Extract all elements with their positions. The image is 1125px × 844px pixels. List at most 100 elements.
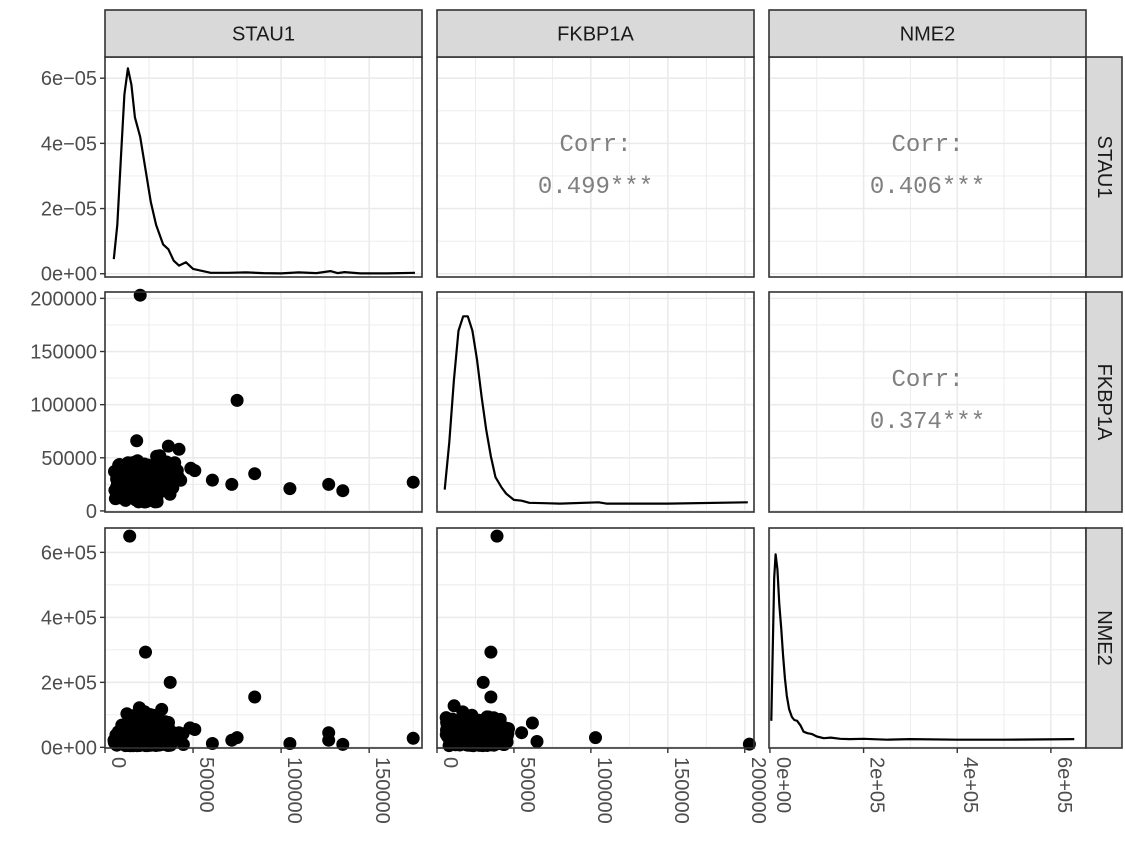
scatter-point xyxy=(484,690,498,704)
scatter-point xyxy=(479,714,493,728)
grid-lines xyxy=(769,292,1086,512)
density-curve-fkbp1a xyxy=(443,315,748,505)
corr-label: Corr: xyxy=(559,132,631,159)
x-tick-label: 100000 xyxy=(283,757,305,824)
y-tick-label: 6e+05 xyxy=(41,542,97,564)
x-axis-col-3: 0e+00 2e+05 4e+05 6e+05 xyxy=(769,748,1075,813)
y-tick-label: 2e+05 xyxy=(41,672,97,694)
grid-lines xyxy=(105,292,422,512)
x-tick-label: 200000 xyxy=(747,757,769,824)
strip-background xyxy=(768,9,1087,58)
scatter-point xyxy=(108,492,122,506)
scatter-point xyxy=(283,737,297,750)
scatter-point xyxy=(336,484,350,498)
panel-background xyxy=(769,57,1086,277)
panel-stau1-fkbp1a: Corr: 0.499*** xyxy=(436,56,755,278)
strip-background xyxy=(1085,527,1123,749)
grid-lines xyxy=(437,528,754,749)
strip-label: STAU1 xyxy=(1093,136,1115,199)
scatter-point xyxy=(153,721,167,735)
scatter-point xyxy=(484,645,498,659)
y-tick-label: 0e+00 xyxy=(41,737,97,759)
y-tick-label: 200000 xyxy=(30,288,97,310)
scatter-point xyxy=(131,454,144,468)
scatter-point xyxy=(444,727,458,741)
grid-lines xyxy=(437,292,754,512)
scatter-point xyxy=(176,738,190,751)
scatter-point xyxy=(447,699,461,713)
x-tick-label: 0e+00 xyxy=(772,757,794,813)
scatter-point xyxy=(188,464,202,478)
scatter-point xyxy=(406,475,420,489)
strip-top-stau1: STAU1 xyxy=(104,9,423,58)
strip-background xyxy=(1085,56,1123,278)
grid-lines xyxy=(437,57,754,277)
panel-nme2-fkbp1a xyxy=(436,527,756,753)
panel-background xyxy=(769,528,1086,748)
y-axis-row-1: 0e+00 2e−05 4e−05 6e−05 xyxy=(41,68,105,286)
panel-fkbp1a-fkbp1a xyxy=(436,291,755,513)
strip-background xyxy=(436,9,755,58)
x-tick-label: 0 xyxy=(439,757,461,768)
y-tick-label: 6e−05 xyxy=(41,68,97,90)
strip-label: NME2 xyxy=(900,24,956,46)
corr-value: 0.374*** xyxy=(870,409,985,436)
scatter-point xyxy=(133,288,147,302)
y-tick-label: 150000 xyxy=(30,342,97,364)
x-tick-label: 150000 xyxy=(371,757,393,824)
y-axis-row-3: 0e+00 2e+05 4e+05 6e+05 xyxy=(41,542,105,759)
strip-top-fkbp1a: FKBP1A xyxy=(436,9,755,58)
strip-background xyxy=(1085,291,1123,513)
scatter-point xyxy=(172,726,186,740)
grid-lines xyxy=(769,57,1086,277)
scatter-point xyxy=(119,739,133,753)
scatter-point xyxy=(168,456,182,470)
panel-background xyxy=(105,57,422,277)
scatter-points xyxy=(439,529,756,753)
scatter-point xyxy=(166,466,180,480)
scatter-point xyxy=(172,442,186,456)
y-tick-label: 100000 xyxy=(30,395,97,417)
scatter-point xyxy=(188,723,202,736)
x-axis-col-2: 0 50000 100000 150000 200000 xyxy=(436,748,769,824)
y-tick-label: 0e+00 xyxy=(41,264,97,286)
scatter-point xyxy=(141,739,155,753)
scatter-point xyxy=(490,529,504,543)
scatter-point xyxy=(530,735,544,748)
scatter-point xyxy=(136,471,150,485)
x-tick-label: 150000 xyxy=(670,757,692,824)
x-tick-label: 100000 xyxy=(593,757,615,824)
scatter-point xyxy=(135,484,149,498)
panel-border xyxy=(104,291,423,513)
y-tick-label: 50000 xyxy=(41,448,97,470)
scatter-point xyxy=(205,473,219,487)
scatter-point xyxy=(589,731,602,745)
strip-background xyxy=(104,9,423,58)
x-tick-label: 0 xyxy=(107,757,129,768)
corr-label: Corr: xyxy=(891,132,963,159)
scatter-point xyxy=(406,731,420,745)
y-tick-label: 0 xyxy=(86,501,97,523)
panel-nme2-nme2 xyxy=(768,527,1087,749)
scatter-point xyxy=(127,464,141,478)
scatter-point xyxy=(225,477,239,491)
scatter-point xyxy=(322,733,336,747)
y-axis-row-2: 0 50000 100000 150000 200000 xyxy=(30,288,105,523)
panel-background xyxy=(437,57,754,277)
scatter-point xyxy=(488,728,502,742)
scatter-point xyxy=(161,439,175,453)
scatter-point xyxy=(322,477,336,491)
strip-right-fkbp1a: FKBP1A xyxy=(1085,291,1123,513)
scatter-point xyxy=(153,449,167,463)
strip-label: NME2 xyxy=(1093,610,1115,666)
panel-nme2-stau1 xyxy=(104,527,423,753)
density-curve-stau1 xyxy=(112,67,416,275)
corr-value: 0.499*** xyxy=(538,174,653,201)
scatter-point xyxy=(230,393,244,407)
strip-top-nme2: NME2 xyxy=(768,9,1087,58)
scatter-point xyxy=(515,726,529,740)
x-tick-label: 6e+05 xyxy=(1053,757,1075,813)
panel-stau1-stau1 xyxy=(104,56,423,278)
panel-border xyxy=(436,527,755,749)
